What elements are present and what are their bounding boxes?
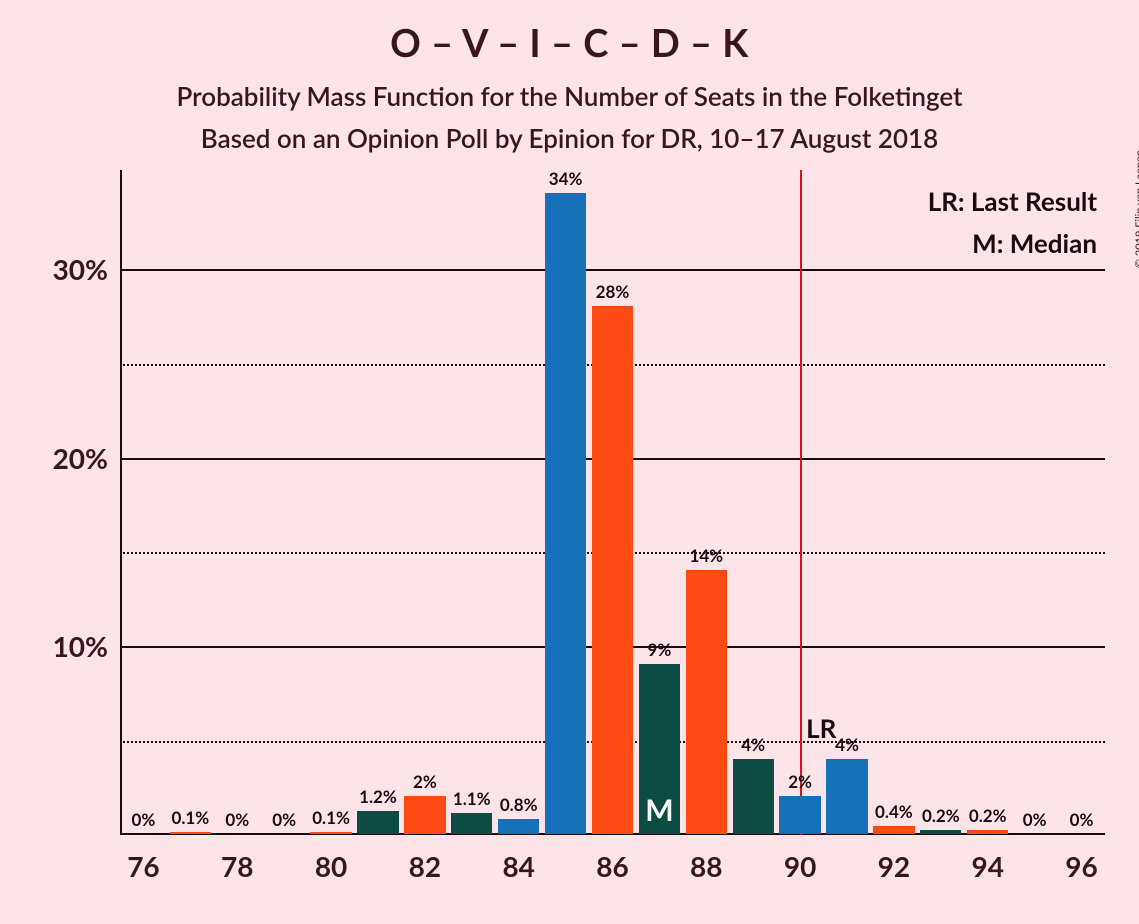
bar: 0.2%	[920, 830, 961, 834]
x-tick-label: 78	[221, 835, 253, 883]
bar-value-label: 0%	[1023, 809, 1047, 834]
bar: 0.8%	[498, 819, 539, 834]
chart-plot-area: LR: Last Result M: Median 10%20%30%76788…	[120, 175, 1105, 835]
bar-value-label: 0%	[132, 809, 156, 834]
bar-value-label: 0.1%	[312, 807, 350, 832]
chart-subtitle-2: Based on an Opinion Poll by Epinion for …	[0, 112, 1139, 154]
bar-value-label: 0.2%	[969, 805, 1007, 830]
legend-lr: LR: Last Result	[928, 181, 1097, 223]
bar: 0.1%	[310, 832, 351, 834]
bar-value-label: 0.1%	[171, 807, 209, 832]
x-tick-label: 80	[315, 835, 347, 883]
bar-value-label: 9%	[647, 639, 671, 664]
x-tick-label: 94	[971, 835, 1003, 883]
y-tick-label: 20%	[53, 441, 120, 475]
lr-marker-label: LR	[806, 712, 836, 744]
bar-value-label: 28%	[596, 281, 630, 306]
bar: 34%	[545, 193, 586, 834]
bar: 2%	[779, 796, 820, 834]
bar-value-label: 1.2%	[359, 786, 397, 811]
chart-subtitle-1: Probability Mass Function for the Number…	[0, 66, 1139, 112]
bar: 2%	[404, 796, 445, 834]
chart-title: O – V – I – C – D – K	[0, 0, 1139, 66]
bar-value-label: 34%	[549, 168, 583, 193]
bar: 1.2%	[357, 811, 398, 834]
bar-value-label: 2%	[788, 771, 812, 796]
bar: 14%	[686, 570, 727, 834]
bar-value-label: 1.1%	[453, 788, 491, 813]
bar: 28%	[592, 306, 633, 834]
bar-value-label: 4%	[835, 734, 859, 759]
x-tick-label: 84	[502, 835, 534, 883]
bar-value-label: 0.2%	[922, 805, 960, 830]
bar-value-label: 0%	[225, 809, 249, 834]
chart-legend: LR: Last Result M: Median	[928, 181, 1097, 264]
x-tick-label: 96	[1065, 835, 1097, 883]
bar: 0.2%	[967, 830, 1008, 834]
copyright-text: © 2019 Filip van Laenen	[1133, 150, 1139, 268]
bar: 4%	[733, 759, 774, 834]
bar-value-label: 14%	[689, 545, 723, 570]
x-tick-label: 92	[878, 835, 910, 883]
bar-value-label: 0.4%	[875, 801, 913, 826]
bar: 4%	[826, 759, 867, 834]
bar: 0.4%	[873, 826, 914, 834]
legend-m: M: Median	[928, 223, 1097, 265]
x-tick-label: 86	[596, 835, 628, 883]
bar: 9%M	[639, 664, 680, 834]
bar-value-label: 0%	[1070, 809, 1094, 834]
x-tick-label: 88	[690, 835, 722, 883]
bar-value-label: 0%	[272, 809, 296, 834]
bar-value-label: 0.8%	[500, 794, 538, 819]
x-tick-label: 82	[409, 835, 441, 883]
bar: 1.1%	[451, 813, 492, 834]
y-tick-label: 30%	[53, 252, 120, 286]
bar-value-label: 4%	[741, 734, 765, 759]
bar-value-label: 2%	[413, 771, 437, 796]
y-tick-label: 10%	[53, 629, 120, 663]
lr-vertical-line	[800, 170, 802, 835]
gridline-major	[120, 269, 1105, 271]
x-tick-label: 76	[127, 835, 159, 883]
x-tick-label: 90	[784, 835, 816, 883]
bar: 0.1%	[170, 832, 211, 834]
median-marker: M	[645, 792, 673, 828]
